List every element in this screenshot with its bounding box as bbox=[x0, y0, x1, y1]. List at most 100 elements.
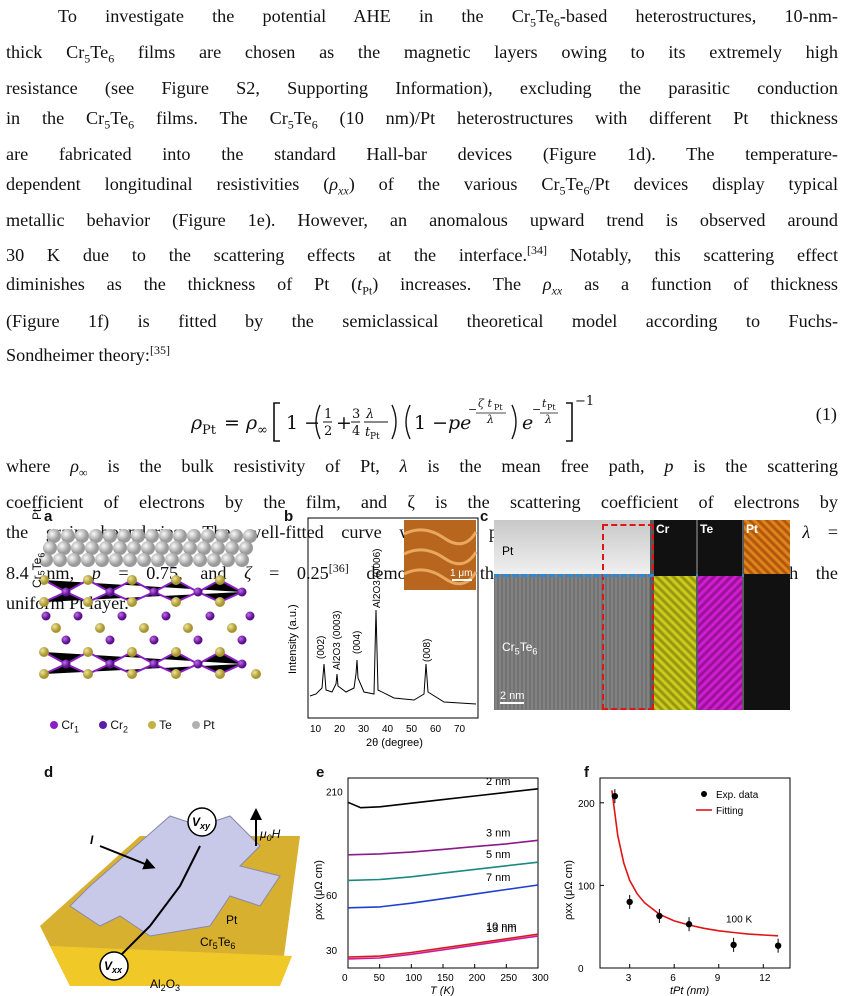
panel-f-annotation: 100 K bbox=[726, 914, 752, 925]
svg-text:e: e bbox=[522, 412, 533, 434]
data-point bbox=[656, 912, 663, 920]
series-label-7-nm: 7 nm bbox=[486, 872, 510, 884]
panel-f-ylabel: ρxx (μΩ cm) bbox=[563, 860, 575, 920]
data-point bbox=[774, 942, 782, 949]
panel-b-xrd: 1 μm (002) Al2O3 (0003) (004) Al2O3 (000… bbox=[287, 517, 479, 749]
panel-d-device: I Vxy Vxx μ0H Pt Cr5Te6 Al2O3 bbox=[40, 807, 300, 993]
panel-a-crystal bbox=[39, 529, 261, 679]
fitting-curve bbox=[611, 790, 779, 937]
panel-b-inset-scale: 1 μm bbox=[450, 568, 472, 579]
peak-002: (002) bbox=[316, 636, 327, 659]
legend-cr1: Cr1 bbox=[50, 718, 79, 734]
series-label-5-nm: 5 nm bbox=[486, 849, 510, 861]
xtick-30: 30 bbox=[358, 724, 370, 735]
ytick-label: 100 bbox=[578, 881, 595, 892]
svg-text:ρ: ρ bbox=[245, 412, 258, 434]
panel-f-label: f bbox=[584, 764, 589, 781]
data-point bbox=[685, 921, 693, 928]
ytick-label: 210 bbox=[326, 788, 343, 799]
p1-line-9: diminishes as the thickness of Pt (tPt) … bbox=[6, 274, 839, 299]
xtick-60: 60 bbox=[430, 724, 442, 735]
xtick-20: 20 bbox=[334, 724, 346, 735]
xtick-40: 40 bbox=[382, 724, 394, 735]
svg-text:Pt: Pt bbox=[202, 423, 217, 438]
xtick-10: 10 bbox=[310, 724, 322, 735]
panel-c-scale: 2 nm bbox=[500, 690, 525, 704]
series-line-2-nm bbox=[347, 788, 539, 809]
p1-line-3: resistance (see Figure S2, Supporting In… bbox=[6, 78, 838, 99]
svg-text:−1: −1 bbox=[575, 394, 594, 409]
series-line-5-nm bbox=[347, 861, 539, 882]
figure-1: a bbox=[0, 508, 845, 996]
map-te-label: Te bbox=[700, 522, 714, 536]
svg-text:Pt: Pt bbox=[494, 403, 503, 412]
svg-text:λ: λ bbox=[486, 413, 494, 426]
xtick-label: 300 bbox=[532, 973, 549, 984]
data-point bbox=[626, 898, 633, 906]
legend-fit-label: Fitting bbox=[716, 806, 743, 817]
panel-b-ylabel: Intensity (a.u.) bbox=[287, 604, 299, 674]
peak-al2o3-0006: Al2O3 (0006) bbox=[372, 549, 383, 608]
svg-text:Pt: Pt bbox=[547, 403, 556, 412]
map-cr-label: Cr bbox=[656, 522, 670, 536]
panel-c-crte: Cr5Te6 bbox=[502, 640, 538, 657]
svg-text:1 −: 1 − bbox=[414, 412, 448, 434]
svg-text:3: 3 bbox=[352, 407, 360, 422]
p1-line-1: To investigate the potential AHE in the … bbox=[58, 6, 838, 30]
svg-text:ζ t: ζ t bbox=[478, 397, 492, 410]
panel-d-pt: Pt bbox=[226, 913, 238, 927]
panel-e-ylabel: ρxx (μΩ cm) bbox=[313, 860, 325, 920]
xtick-label: 100 bbox=[405, 973, 422, 984]
legend-pt: Pt bbox=[191, 718, 215, 734]
svg-text:1: 1 bbox=[324, 407, 332, 422]
ytick-label: 60 bbox=[326, 891, 338, 902]
p1-line-4: in the Cr5Te6 films. The Cr5Te6 (10 nm)/… bbox=[6, 108, 838, 132]
panel-e-label: e bbox=[316, 764, 325, 781]
xtick-label: 50 bbox=[374, 973, 386, 984]
xtick-label: 12 bbox=[759, 973, 771, 984]
series-line-10-nm bbox=[347, 933, 539, 958]
ytick-label: 200 bbox=[578, 799, 595, 810]
peak-004: (004) bbox=[352, 631, 363, 654]
svg-text:pe: pe bbox=[448, 412, 471, 434]
legend-exp-marker bbox=[701, 791, 707, 797]
xtick-label: 250 bbox=[500, 973, 517, 984]
panel-b-xlabel: 2θ (degree) bbox=[366, 737, 423, 749]
p2-line-1: where ρ∞ is the bulk resistivity of Pt, … bbox=[6, 456, 838, 480]
panel-d-substrate: Al2O3 bbox=[150, 977, 180, 993]
p2-line-2: coefficient of electrons by the film, an… bbox=[6, 492, 838, 513]
svg-text:ρ: ρ bbox=[190, 412, 203, 434]
panel-a-crte-label: Cr5Te6 bbox=[30, 552, 47, 588]
xtick-label: 6 bbox=[670, 973, 676, 984]
panel-d-crte: Cr5Te6 bbox=[200, 935, 235, 951]
series-label-3-nm: 3 nm bbox=[486, 827, 510, 839]
peak-008: (008) bbox=[422, 639, 433, 662]
svg-text:λ: λ bbox=[365, 407, 374, 422]
data-point bbox=[730, 941, 737, 949]
svg-text:t: t bbox=[542, 397, 547, 410]
panel-b-label: b bbox=[284, 508, 294, 525]
panel-d-field: μ0H bbox=[259, 827, 281, 843]
p1-line-8: 30 K due to the scattering effects at th… bbox=[6, 242, 838, 265]
xtick-label: 9 bbox=[715, 973, 721, 984]
legend-te: Te bbox=[148, 718, 172, 734]
svg-text:4: 4 bbox=[352, 424, 360, 439]
panel-d-current: I bbox=[90, 833, 94, 847]
series-line-7-nm bbox=[347, 884, 539, 909]
panel-a-pt-label: Pt bbox=[30, 508, 44, 520]
panel-a-label: a bbox=[44, 508, 53, 525]
peak-al2o3-0003: Al2O3 (0003) bbox=[332, 611, 343, 670]
data-point bbox=[611, 792, 619, 800]
p1-line-10: (Figure 1f) is fitted by the semiclassic… bbox=[6, 310, 838, 331]
ytick-label: 30 bbox=[326, 946, 338, 957]
p1-line-6: dependent longitudinal resistivities (ρx… bbox=[6, 173, 839, 198]
svg-text:+: + bbox=[336, 412, 352, 434]
paragraph-1: To investigate the potential AHE in the … bbox=[6, 2, 838, 371]
svg-text:∞: ∞ bbox=[257, 423, 268, 438]
series-label-10-nm: 10 nm bbox=[486, 921, 517, 933]
svg-text:Pt: Pt bbox=[370, 432, 380, 442]
panel-e-xlabel: T (K) bbox=[430, 985, 455, 996]
xtick-label: 200 bbox=[469, 973, 486, 984]
svg-text:2: 2 bbox=[324, 424, 332, 439]
svg-text:λ: λ bbox=[544, 413, 552, 426]
